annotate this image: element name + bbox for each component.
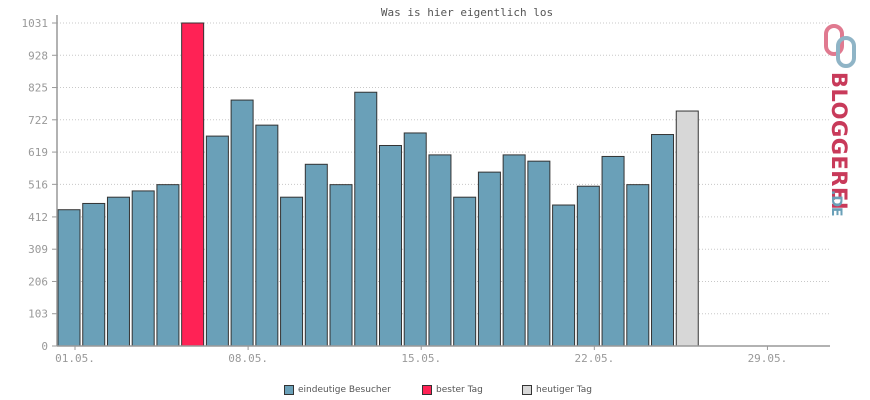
bar-bester-tag-day-6 [181,22,205,347]
bar-heutiger-tag-day-26 [675,110,699,347]
legend-label: heutiger Tag [536,385,593,395]
y-tick-label: 309 [28,243,48,256]
y-tick-label: 928 [28,49,48,62]
x-tick-label: 22.05. [574,352,614,365]
bar-eindeutige-besucher-day-19 [502,154,526,347]
bar-eindeutige-besucher-day-22 [576,185,600,347]
bar-eindeutige-besucher-day-25 [651,134,675,347]
y-tick-label: 103 [28,308,48,321]
bar-eindeutige-besucher-day-15 [403,132,427,347]
bar-eindeutige-besucher-day-11 [304,163,328,347]
bloggerei-logo: BLOGGEREI .DE [824,24,856,217]
legend-swatch [284,385,294,395]
y-tick-label: 1031 [22,17,49,30]
bar-eindeutige-besucher-day-8 [230,99,254,347]
x-tick-label: 15.05. [401,352,441,365]
legend-item-heutiger-tag: heutiger Tag [522,385,592,395]
bar-chart: Was is hier eigentlich los 0 103 206 309 412… [22,6,830,365]
legend: eindeutige Besucher bester Tag heutiger … [0,385,870,399]
y-tick-label: 516 [28,178,48,191]
bar-eindeutige-besucher-day-7 [205,135,229,347]
y-tick-label: 206 [28,275,48,288]
bar-eindeutige-besucher-day-1 [57,209,81,347]
svg-text:.DE: .DE [828,190,844,217]
bars [57,22,699,347]
legend-item-besucher: eindeutige Besucher [284,385,391,395]
bar-eindeutige-besucher-day-2 [82,202,106,347]
legend-swatch [522,385,532,395]
y-tick-label: 412 [28,211,48,224]
bar-eindeutige-besucher-day-14 [378,144,402,347]
bar-eindeutige-besucher-day-20 [527,160,551,347]
axes [56,15,830,347]
legend-label: eindeutige Besucher [298,385,391,395]
y-tick-label: 825 [28,82,48,95]
legend-swatch [422,385,432,395]
svg-text:BLOGGEREI: BLOGGEREI [827,72,851,210]
bar-eindeutige-besucher-day-13 [354,91,378,347]
x-tick-label: 08.05. [228,352,268,365]
x-axis-ticks: 01.05. 08.05. 15.05. 22.05. 29.05. [55,346,787,365]
legend-label: bester Tag [436,385,483,395]
chart-title: Was is hier eigentlich los [381,6,553,19]
legend-item-bester-tag: bester Tag [422,385,483,395]
x-tick-label: 29.05. [748,352,788,365]
bar-eindeutige-besucher-day-5 [156,184,180,347]
y-tick-label: 0 [41,340,48,353]
y-tick-label: 722 [28,114,48,127]
bar-eindeutige-besucher-day-24 [626,184,650,347]
bar-eindeutige-besucher-day-3 [106,196,130,347]
bar-eindeutige-besucher-day-21 [552,204,576,347]
bar-eindeutige-besucher-day-16 [428,154,452,347]
x-tick-label: 01.05. [55,352,95,365]
bar-eindeutige-besucher-day-23 [601,155,625,347]
bar-eindeutige-besucher-day-12 [329,184,353,347]
bar-eindeutige-besucher-day-9 [255,124,279,347]
bar-eindeutige-besucher-day-4 [131,190,155,347]
y-axis-ticks: 0 103 206 309 412 516 619 722 825 928 1031 [22,17,57,353]
bar-eindeutige-besucher-day-18 [477,171,501,347]
y-tick-label: 619 [28,146,48,159]
bar-eindeutige-besucher-day-17 [453,196,477,347]
bar-eindeutige-besucher-day-10 [280,196,304,347]
